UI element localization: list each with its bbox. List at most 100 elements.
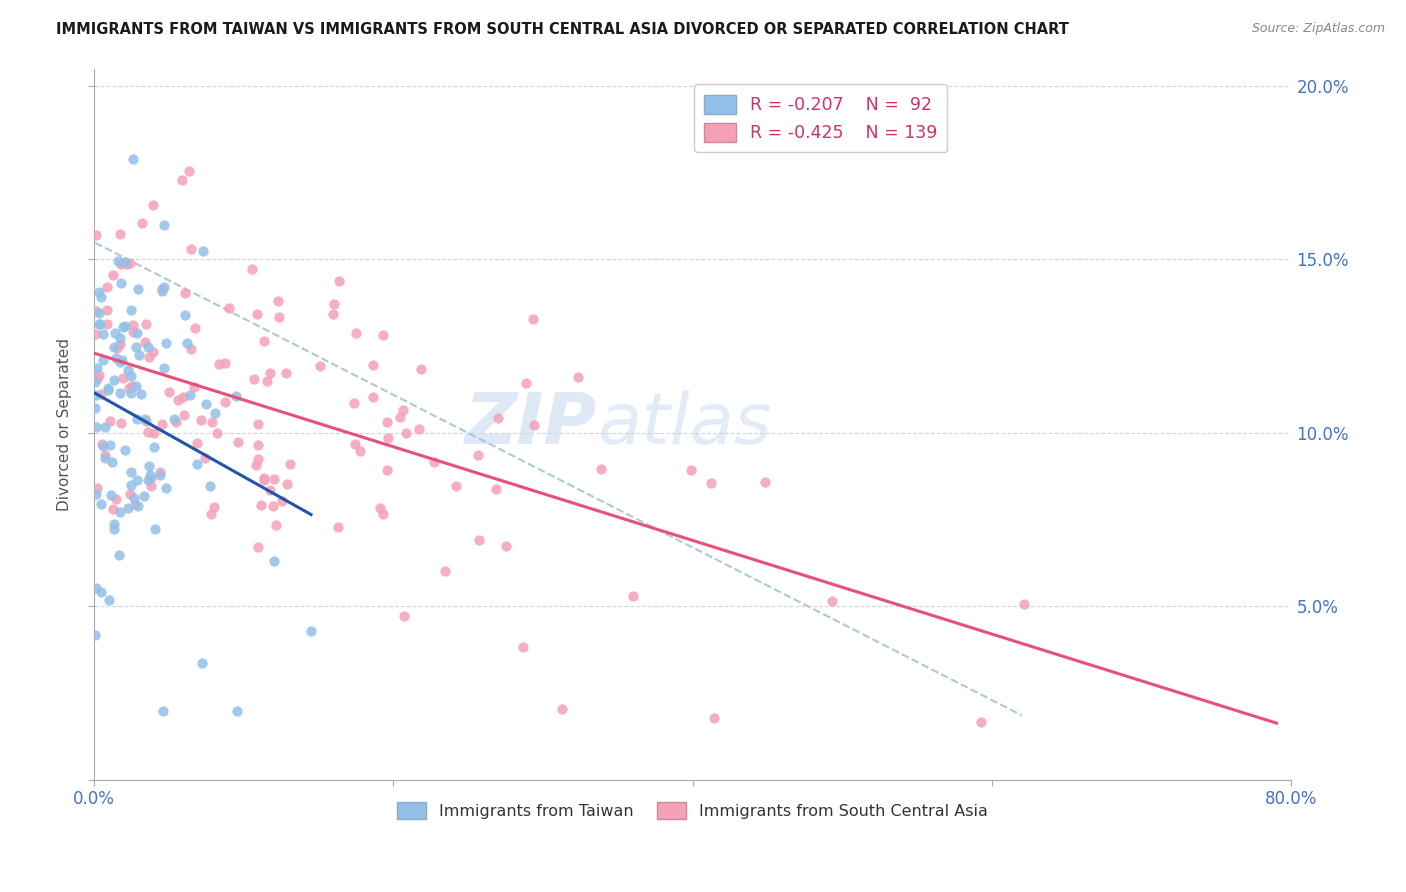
Point [122,152,145,166]
Point [134,412,156,426]
Point [94,450,117,465]
Point [361,390,384,404]
Point [821,593,844,607]
Text: Source: ZipAtlas.com: Source: ZipAtlas.com [1251,22,1385,36]
Point [201,415,224,429]
Point [86,360,108,375]
Point [138,425,160,439]
Text: atlas: atlas [596,390,772,458]
Point [108,331,131,345]
Point [120,465,142,479]
Point [183,380,205,394]
Point [141,479,163,493]
Point [84,420,107,434]
Point [97,592,120,607]
Point [90,387,112,401]
Point [226,434,249,449]
Point [495,539,517,553]
Point [551,702,574,716]
Point [395,426,418,441]
Point [114,254,136,268]
Point [256,375,278,389]
Point [120,368,142,383]
Point [522,312,544,326]
Point [343,396,366,410]
Point [120,486,142,500]
Point [263,554,285,568]
Point [103,517,125,532]
Point [214,395,236,409]
Point [120,256,142,270]
Point [152,704,174,718]
Point [621,589,644,603]
Point [104,326,127,340]
Point [93,448,115,462]
Point [110,255,132,269]
Point [408,422,430,436]
Point [486,411,509,425]
Point [173,285,195,300]
Point [108,227,131,242]
Point [110,276,132,290]
Point [247,452,270,467]
Point [253,471,276,485]
Point [87,306,110,320]
Point [266,293,288,308]
Point [100,455,122,469]
Point [111,352,134,367]
Point [262,499,284,513]
Point [117,362,139,376]
Point [138,473,160,487]
Point [134,489,156,503]
Point [107,254,129,268]
Point [253,334,276,348]
Point [368,500,391,515]
Point [371,507,394,521]
Point [173,409,195,423]
Point [134,335,156,350]
Y-axis label: Divorced or Separated: Divorced or Separated [58,338,72,511]
Point [373,328,395,343]
Point [90,290,112,304]
Point [681,463,703,477]
Point [142,198,165,212]
Point [349,444,371,458]
Point [84,582,107,596]
Point [125,378,148,392]
Point [97,381,120,395]
Point [271,494,294,508]
Point [143,426,166,441]
Point [100,488,122,502]
Point [198,479,221,493]
Point [167,392,190,407]
Point [131,217,153,231]
Point [204,406,226,420]
Text: IMMIGRANTS FROM TAIWAN VS IMMIGRANTS FROM SOUTH CENTRAL ASIA DIVORCED OR SEPARAT: IMMIGRANTS FROM TAIWAN VS IMMIGRANTS FRO… [56,22,1069,37]
Point [103,502,125,516]
Point [97,383,120,397]
Point [93,439,115,453]
Point [150,282,173,296]
Point [103,373,125,387]
Point [485,483,508,497]
Point [343,436,366,450]
Point [152,280,174,294]
Point [190,656,212,670]
Point [567,370,589,384]
Point [138,468,160,483]
Point [388,409,411,424]
Point [703,711,725,725]
Point [208,357,231,371]
Point [165,415,187,429]
Point [103,268,125,282]
Point [90,436,112,450]
Point [135,414,157,428]
Point [105,351,128,365]
Point [127,412,149,426]
Point [91,352,114,367]
Point [108,505,131,519]
Point [328,274,350,288]
Point [98,414,121,428]
Point [111,319,134,334]
Point [120,477,142,491]
